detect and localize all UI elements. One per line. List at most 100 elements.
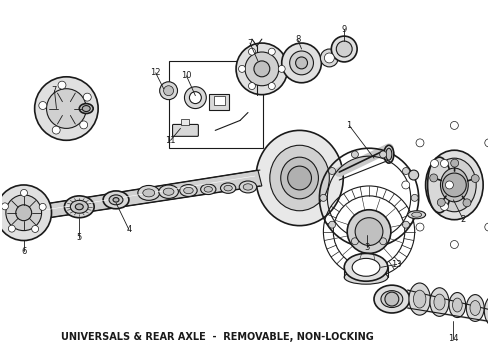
- Circle shape: [347, 210, 391, 253]
- Circle shape: [190, 92, 201, 104]
- Ellipse shape: [409, 283, 430, 315]
- Text: 8: 8: [295, 35, 300, 44]
- Circle shape: [402, 181, 410, 189]
- Circle shape: [351, 151, 358, 158]
- Circle shape: [248, 48, 255, 55]
- Circle shape: [236, 43, 288, 95]
- Circle shape: [445, 181, 453, 189]
- Circle shape: [441, 202, 448, 210]
- Ellipse shape: [426, 150, 483, 220]
- Circle shape: [471, 175, 479, 183]
- Circle shape: [437, 198, 445, 206]
- Circle shape: [290, 51, 314, 75]
- Circle shape: [164, 86, 173, 96]
- Text: UNIVERSALS & REAR AXLE  -  REMOVABLE, NON-LOCKING: UNIVERSALS & REAR AXLE - REMOVABLE, NON-…: [61, 332, 374, 342]
- Circle shape: [450, 121, 458, 129]
- FancyBboxPatch shape: [214, 96, 224, 105]
- Ellipse shape: [344, 253, 388, 281]
- Circle shape: [269, 82, 275, 90]
- Circle shape: [239, 66, 245, 72]
- Ellipse shape: [224, 185, 232, 191]
- Circle shape: [80, 121, 88, 129]
- Ellipse shape: [374, 285, 410, 313]
- Ellipse shape: [180, 185, 197, 197]
- Circle shape: [320, 194, 327, 201]
- Text: 9: 9: [342, 25, 347, 34]
- Text: 10: 10: [181, 71, 192, 80]
- Circle shape: [245, 52, 279, 86]
- Circle shape: [184, 87, 206, 109]
- Text: 13: 13: [392, 260, 402, 269]
- Ellipse shape: [256, 130, 343, 226]
- Ellipse shape: [82, 105, 90, 112]
- Circle shape: [52, 126, 60, 134]
- Circle shape: [39, 102, 47, 109]
- Circle shape: [485, 223, 490, 231]
- Circle shape: [324, 53, 334, 63]
- Circle shape: [39, 203, 46, 210]
- Ellipse shape: [163, 188, 174, 195]
- Ellipse shape: [408, 211, 426, 219]
- Ellipse shape: [412, 212, 421, 217]
- Circle shape: [430, 174, 438, 182]
- FancyBboxPatch shape: [172, 125, 198, 136]
- Ellipse shape: [352, 258, 380, 276]
- Circle shape: [351, 238, 358, 245]
- Ellipse shape: [64, 196, 94, 218]
- Ellipse shape: [109, 195, 123, 205]
- Ellipse shape: [470, 301, 480, 315]
- Circle shape: [409, 170, 418, 180]
- Ellipse shape: [243, 184, 253, 190]
- Ellipse shape: [430, 288, 449, 316]
- Ellipse shape: [71, 201, 88, 213]
- Ellipse shape: [386, 148, 392, 160]
- Circle shape: [431, 159, 439, 167]
- Text: 5: 5: [76, 233, 82, 242]
- Circle shape: [329, 167, 336, 175]
- Ellipse shape: [204, 186, 213, 192]
- Ellipse shape: [239, 181, 257, 193]
- Circle shape: [32, 225, 39, 233]
- Circle shape: [402, 221, 410, 228]
- Polygon shape: [20, 170, 262, 222]
- Circle shape: [16, 205, 32, 221]
- Circle shape: [248, 82, 255, 90]
- Ellipse shape: [484, 295, 490, 327]
- Text: 7: 7: [52, 86, 57, 95]
- Ellipse shape: [184, 187, 193, 194]
- Circle shape: [47, 89, 86, 129]
- Circle shape: [8, 225, 15, 232]
- Circle shape: [35, 77, 98, 140]
- Ellipse shape: [489, 302, 490, 320]
- Circle shape: [58, 81, 66, 89]
- Ellipse shape: [428, 157, 451, 213]
- Circle shape: [6, 195, 42, 231]
- Circle shape: [451, 159, 459, 167]
- Ellipse shape: [79, 104, 93, 113]
- Ellipse shape: [452, 298, 462, 312]
- Ellipse shape: [381, 291, 403, 307]
- FancyBboxPatch shape: [209, 94, 229, 109]
- Ellipse shape: [441, 168, 468, 202]
- Circle shape: [269, 48, 275, 55]
- Circle shape: [416, 139, 424, 147]
- Circle shape: [254, 61, 270, 77]
- Circle shape: [83, 93, 91, 101]
- Text: 4: 4: [126, 225, 131, 234]
- Circle shape: [282, 43, 321, 83]
- Ellipse shape: [433, 158, 476, 212]
- Text: 11: 11: [165, 136, 176, 145]
- Text: 14: 14: [448, 334, 459, 343]
- Circle shape: [336, 41, 352, 57]
- Ellipse shape: [200, 184, 216, 194]
- Circle shape: [1, 203, 8, 210]
- Circle shape: [0, 185, 51, 240]
- Circle shape: [411, 194, 418, 201]
- Ellipse shape: [449, 293, 466, 318]
- Circle shape: [380, 238, 387, 245]
- Text: 12: 12: [150, 68, 161, 77]
- Text: 7: 7: [247, 39, 253, 48]
- Circle shape: [450, 240, 458, 248]
- Ellipse shape: [344, 270, 388, 284]
- Ellipse shape: [143, 189, 155, 197]
